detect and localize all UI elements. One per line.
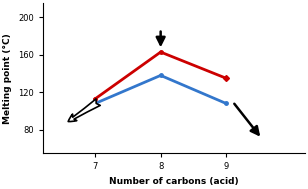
X-axis label: Number of carbons (acid): Number of carbons (acid) (109, 177, 238, 186)
Y-axis label: Melting point (°C): Melting point (°C) (3, 33, 12, 124)
